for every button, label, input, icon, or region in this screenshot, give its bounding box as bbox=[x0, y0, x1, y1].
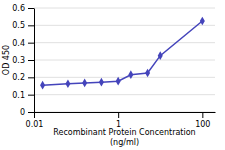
plot: 0.01 1 100 0 0.1 0.2 0.3 0.4 0.5 0.6 bbox=[12, 4, 215, 129]
chart: 0.01 1 100 0 0.1 0.2 0.3 0.4 0.5 0.6 Recombinant P… bbox=[0, 0, 225, 150]
y-axis-line bbox=[34, 9, 35, 113]
y-axis-tick-label: 0.2 bbox=[12, 73, 25, 82]
y-axis-tick-mark bbox=[28, 43, 34, 44]
line bbox=[43, 21, 203, 85]
grid-line bbox=[34, 94, 215, 95]
y-axis-tick-mark bbox=[28, 60, 34, 61]
grid-line bbox=[34, 8, 215, 9]
x-axis-tick-mark bbox=[34, 112, 35, 118]
grid-line bbox=[34, 42, 215, 43]
y-axis-tick-mark bbox=[28, 8, 34, 9]
point bbox=[200, 17, 205, 26]
point bbox=[99, 78, 104, 87]
y-axis-tick: 0.1 bbox=[12, 91, 34, 100]
y-axis-tick-label: 0.4 bbox=[12, 39, 25, 48]
x-axis-tick-label: 100 bbox=[195, 120, 210, 129]
x-axis-line bbox=[35, 112, 216, 113]
y-axis-tick: 0.4 bbox=[12, 39, 34, 48]
x-axis-tick-label: 0.01 bbox=[26, 120, 44, 129]
y-axis-title: OD 450 bbox=[2, 45, 11, 75]
point bbox=[158, 51, 163, 60]
marks bbox=[40, 17, 205, 90]
y-axis: 0 0.1 0.2 0.3 0.4 0.5 0.6 bbox=[12, 4, 34, 117]
x-axis-title-line: (ng/ml) bbox=[110, 138, 139, 147]
x-axis-tick: 0.01 bbox=[26, 112, 44, 129]
point bbox=[40, 81, 45, 90]
grid-line bbox=[34, 25, 215, 26]
grid-line bbox=[34, 60, 215, 61]
x-axis-tick: 1 bbox=[116, 112, 121, 129]
y-axis-tick-mark bbox=[28, 25, 34, 26]
x-axis-title: Recombinant Protein Concentration(ng/ml) bbox=[53, 128, 195, 147]
y-axis-tick-label: 0.6 bbox=[12, 4, 25, 13]
y-axis-tick-mark bbox=[28, 95, 34, 96]
point bbox=[82, 79, 87, 88]
y-axis-tick-mark bbox=[28, 77, 34, 78]
point bbox=[128, 70, 133, 79]
y-axis-tick: 0.6 bbox=[12, 4, 34, 13]
y-axis-tick-label: 0.3 bbox=[12, 56, 25, 65]
point bbox=[145, 69, 150, 78]
x-axis-tick: 100 bbox=[195, 112, 210, 129]
x-axis-title-line: Recombinant Protein Concentration bbox=[53, 128, 195, 137]
y-axis-tick-label: 0 bbox=[20, 108, 25, 117]
x-axis: 0.01 1 100 bbox=[26, 112, 216, 129]
y-axis-tick-mark bbox=[28, 112, 34, 113]
y-axis-tick: 0.3 bbox=[12, 56, 34, 65]
y-axis-tick: 0.5 bbox=[12, 21, 34, 30]
point bbox=[116, 77, 121, 86]
y-axis-tick-label: 0.5 bbox=[12, 21, 25, 30]
x-axis-tick-mark bbox=[202, 112, 203, 118]
y-axis-tick: 0.2 bbox=[12, 73, 34, 82]
y-axis-tick-label: 0.1 bbox=[12, 91, 25, 100]
y-axis-tick: 0 bbox=[20, 108, 34, 117]
grid bbox=[34, 8, 215, 112]
x-axis-tick-mark bbox=[118, 112, 119, 118]
point bbox=[65, 79, 70, 88]
grid-line bbox=[34, 112, 215, 113]
